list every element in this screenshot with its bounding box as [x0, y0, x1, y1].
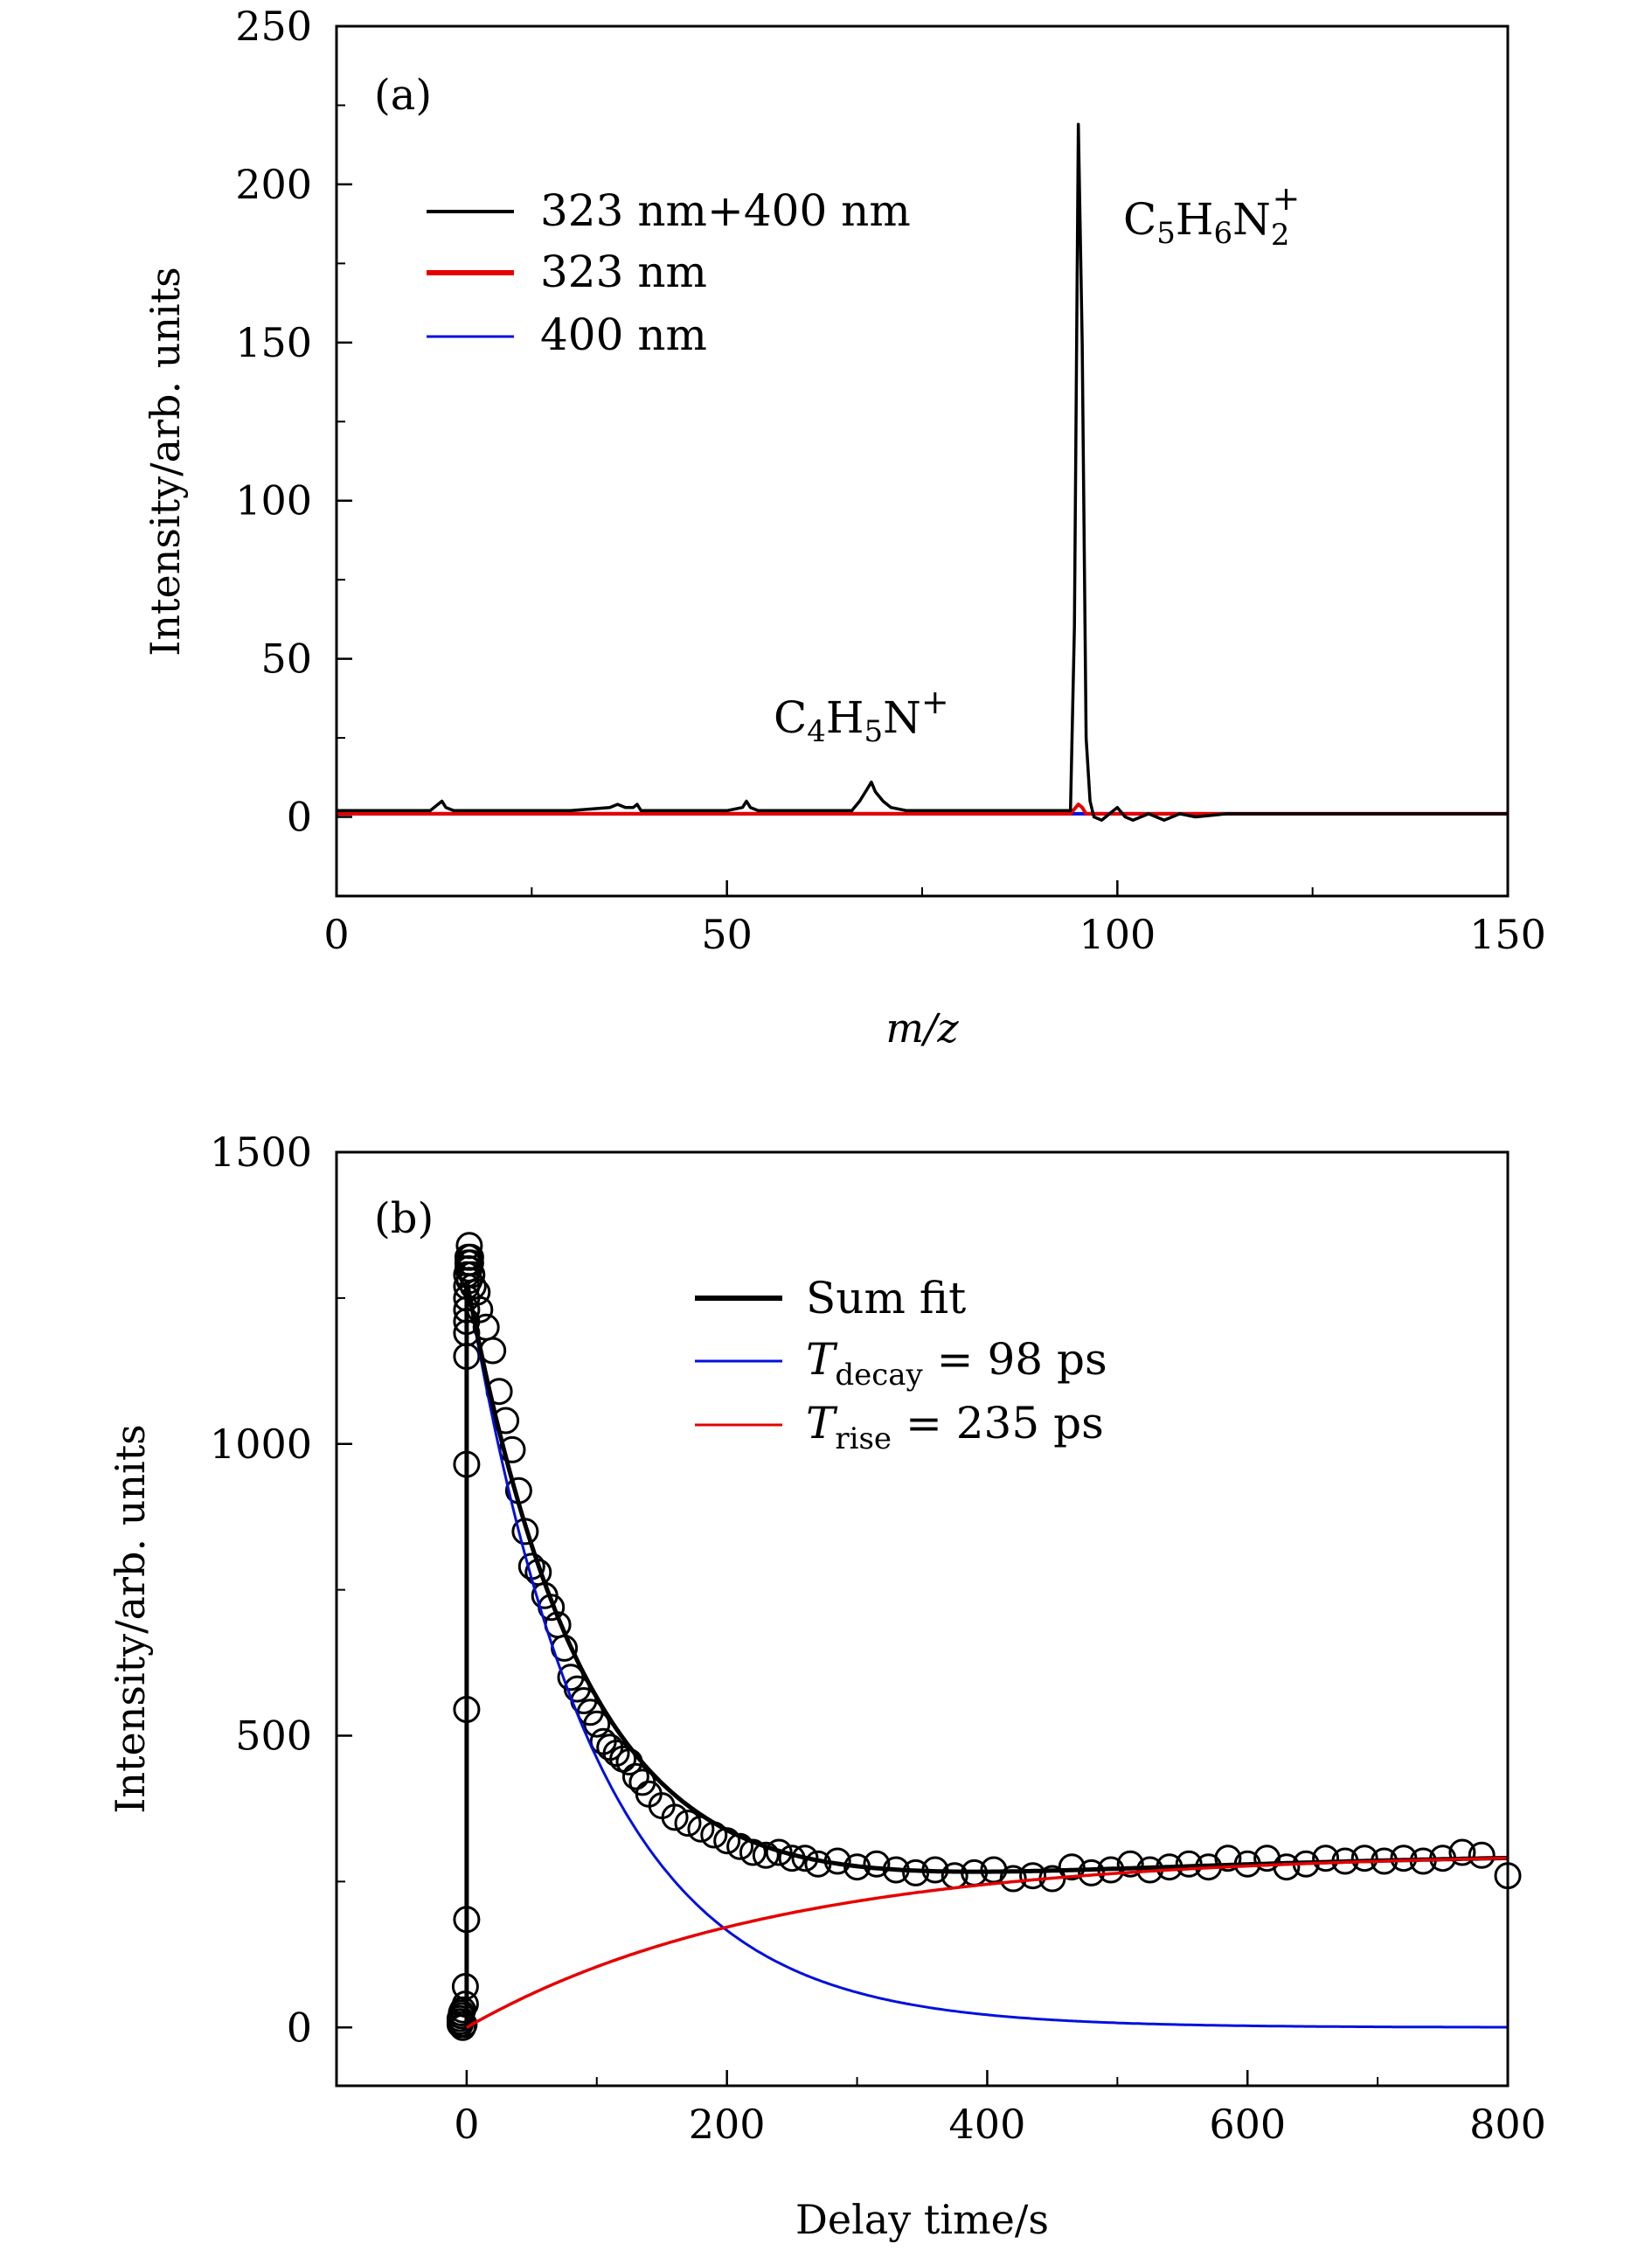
data-point [863, 1850, 891, 1878]
x-tick-label: 100 [1079, 911, 1156, 958]
x-tick-label: 150 [1469, 911, 1546, 958]
data-point [450, 2011, 478, 2039]
panel-a-xlabel: m/z [885, 1004, 959, 1052]
legend-label-400: 400 nm [540, 309, 707, 360]
panel-b-plot-area [446, 1232, 1522, 2041]
x-tick-label: 200 [689, 2101, 766, 2148]
series-line-0 [337, 122, 1508, 822]
data-point [999, 1865, 1027, 1893]
y-tick-label: 150 [235, 319, 312, 366]
panel-a-label: (a) [374, 71, 432, 120]
data-point [1214, 1845, 1242, 1872]
x-tick-label: 600 [1209, 2101, 1286, 2148]
y-tick-label: 500 [235, 1713, 312, 1760]
data-point [1350, 1845, 1378, 1872]
panel-b-xlabel: Delay time/s [795, 2196, 1049, 2243]
panel-a-chart: 0 50 100 150 0 50 100 150 200 250 (a) 323 nm+400 … [142, 3, 1546, 1052]
panel-b-ticks: 0 200 400 600 800 0 500 1000 1500 [210, 1129, 1546, 2148]
panel-b-chart: 0 200 400 600 800 0 500 1000 1500 (b) Sum fit Td… [107, 1129, 1546, 2243]
legend-label-sum-fit: Sum fit [806, 1273, 966, 1324]
panel-a-ylabel: Intensity/arb. units [142, 267, 189, 657]
data-point [1448, 1838, 1476, 1866]
data-point [583, 1710, 611, 1738]
y-tick-label: 0 [287, 2004, 312, 2051]
y-tick-label: 200 [235, 161, 312, 208]
panel-a-ticks: 0 50 100 150 0 50 100 150 200 250 [235, 3, 1546, 958]
x-tick-label: 400 [949, 2101, 1026, 2148]
y-tick-label: 0 [287, 794, 312, 841]
legend-label-323: 323 nm [540, 247, 707, 297]
y-tick-label: 1500 [210, 1129, 312, 1176]
panel-b-ylabel: Intensity/arb. units [107, 1424, 154, 1814]
data-point [1019, 1862, 1047, 1890]
y-tick-label: 100 [235, 477, 312, 525]
rise-fit-line [466, 1856, 1508, 2029]
data-point [1116, 1850, 1144, 1878]
sum-fit-line [464, 1280, 1509, 2028]
y-tick-label: 250 [235, 3, 312, 50]
x-tick-label: 800 [1469, 2101, 1546, 2148]
annotation-c4h5n: C4H5N+ [774, 683, 949, 749]
panel-a-plot-area [337, 122, 1508, 822]
y-tick-label: 50 [260, 636, 312, 683]
decay-fit-line [465, 1280, 1508, 2029]
legend-label-decay: Tdecay = 98 ps [806, 1334, 1107, 1393]
panel-a-legend: 323 nm+400 nm 323 nm 400 nm [427, 185, 911, 360]
data-point [752, 1841, 780, 1869]
data-point [455, 1232, 483, 1260]
data-point [1273, 1853, 1301, 1881]
legend-label-rise: Trise = 235 ps [806, 1398, 1104, 1456]
panel-b-label: (b) [374, 1194, 434, 1243]
data-point [458, 1261, 486, 1289]
data-point [674, 1810, 702, 1838]
x-tick-label: 0 [454, 2101, 479, 2148]
data-point [621, 1762, 649, 1790]
x-tick-label: 50 [701, 911, 753, 958]
legend-label-323-400: 323 nm+400 nm [540, 185, 911, 236]
data-point [661, 1803, 689, 1831]
x-tick-label: 0 [323, 911, 349, 958]
annotation-c5h6n2: C5H6N2+ [1123, 179, 1300, 253]
data-point [1468, 1841, 1496, 1869]
data-point [1058, 1853, 1086, 1881]
panel-a-frame [335, 24, 1510, 898]
panel-b-legend: Sum fit Tdecay = 98 ps Trise = 235 ps [695, 1273, 1107, 1456]
y-tick-label: 1000 [210, 1421, 312, 1468]
data-point [1312, 1845, 1340, 1872]
panel-b-frame [335, 1150, 1510, 2088]
